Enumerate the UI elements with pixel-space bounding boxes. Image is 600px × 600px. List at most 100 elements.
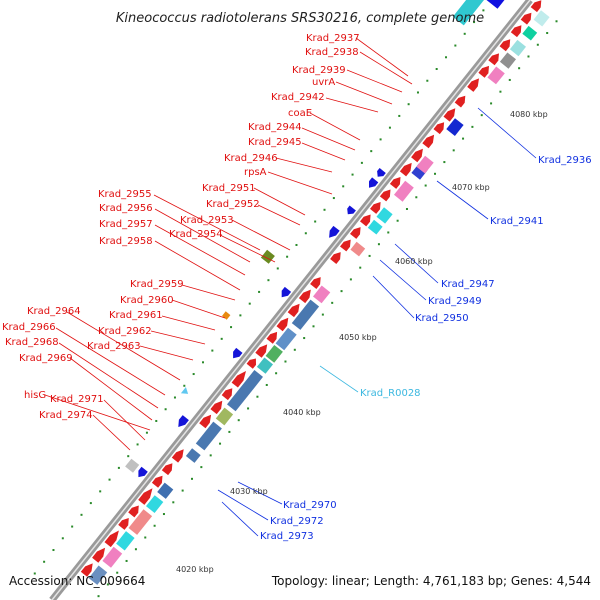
gene-label-forward[interactable]: Krad_2952: [206, 199, 260, 210]
gene-label-forward[interactable]: Krad_2966: [2, 322, 56, 333]
gene-label-forward[interactable]: Krad_2939: [292, 65, 346, 76]
gene-label-forward[interactable]: Krad_2953: [180, 215, 234, 226]
scale-label-4030: 4030 kbp: [230, 487, 268, 496]
reverse-gene-arrow: [377, 168, 386, 177]
scale-tick: [480, 114, 483, 117]
gene-label-forward[interactable]: uvrA: [312, 77, 335, 88]
scale-tick: [200, 466, 203, 469]
leader-line: [217, 489, 269, 521]
leader-line: [355, 37, 409, 77]
gene-label-forward[interactable]: Krad_2963: [87, 341, 141, 352]
forward-gene-arrow: [151, 475, 163, 488]
leader-line: [231, 219, 291, 251]
gene-label-forward[interactable]: Krad_2938: [305, 47, 359, 58]
gene-label-forward[interactable]: Krad_2968: [5, 337, 59, 348]
scale-tick: [275, 372, 278, 375]
gene-label-reverse[interactable]: Krad_2947: [441, 279, 495, 290]
forward-gene-arrow: [340, 239, 351, 252]
gene-domain-box: [522, 25, 538, 41]
gene-label-forward[interactable]: Krad_2961: [109, 310, 163, 321]
gene-label-forward[interactable]: Krad_2937: [306, 33, 360, 44]
forward-gene-arrow: [80, 563, 93, 577]
gene-domain-box: [146, 495, 164, 513]
scale-tick: [202, 361, 205, 364]
scale-tick: [546, 32, 549, 35]
scale-tick: [536, 43, 539, 46]
scale-tick: [134, 548, 137, 551]
gene-label-reverse[interactable]: Krad_2973: [260, 531, 314, 542]
scale-tick: [116, 571, 119, 574]
scale-tick: [164, 408, 167, 411]
forward-gene-arrow: [287, 303, 300, 318]
gene-label-reverse[interactable]: Krad_2972: [270, 516, 324, 527]
scale-tick: [127, 455, 130, 458]
scale-label-4070: 4070 kbp: [452, 183, 490, 192]
forward-gene-arrow: [118, 518, 129, 530]
forward-gene-arrow: [221, 388, 233, 401]
forward-gene-arrow: [399, 162, 412, 177]
gene-label-reverse[interactable]: Krad_2941: [490, 216, 544, 227]
scale-tick: [304, 232, 307, 235]
gene-label-reverse[interactable]: Krad_2970: [283, 500, 337, 511]
gene-label-forward[interactable]: Krad_2964: [27, 306, 81, 317]
rna-marker: [180, 387, 189, 394]
scale-tick: [368, 254, 371, 257]
gene-label-forward[interactable]: Krad_2974: [39, 410, 93, 421]
domain-boxes: [88, 0, 550, 585]
gene-label-forward[interactable]: Krad_2944: [248, 122, 302, 133]
forward-gene-arrow: [370, 202, 381, 214]
scale-tick: [52, 549, 55, 552]
gene-label-forward[interactable]: Krad_2957: [99, 219, 153, 230]
gene-domain-box: [509, 39, 526, 57]
leader-line: [171, 299, 226, 319]
leader-lines: [44, 37, 537, 537]
gene-label-forward[interactable]: Krad_2962: [98, 326, 152, 337]
gene-label-reverse[interactable]: Krad_2936: [538, 155, 592, 166]
gene-domain-box: [376, 207, 393, 224]
scale-tick: [398, 114, 401, 117]
scale-tick: [239, 314, 242, 317]
scale-tick: [527, 55, 530, 58]
scale-tick: [209, 454, 212, 457]
scale-label-4020: 4020 kbp: [176, 565, 214, 574]
scale-tick: [80, 513, 83, 516]
scale-tick: [482, 9, 485, 12]
leader-line: [359, 51, 413, 85]
scale-tick: [349, 278, 352, 281]
gene-domain-box: [125, 458, 140, 473]
gene-label-reverse[interactable]: Krad_2950: [415, 313, 469, 324]
leader-line: [309, 112, 361, 141]
scale-tick: [416, 91, 419, 94]
forward-gene-arrow: [454, 95, 466, 108]
gene-label-forward[interactable]: Krad_2960: [120, 295, 174, 306]
gene-label-forward[interactable]: Krad_2955: [98, 189, 152, 200]
gene-domain-box: [486, 0, 505, 9]
gene-label-forward[interactable]: Krad_2942: [271, 92, 325, 103]
scale-tick: [144, 536, 147, 539]
gene-label-forward[interactable]: Krad_2969: [19, 353, 73, 364]
scale-tick: [388, 126, 391, 129]
forward-gene-arrow: [276, 317, 289, 332]
gene-label-forward[interactable]: Krad_2945: [248, 137, 302, 148]
scale-tick: [424, 184, 427, 187]
gene-domain-box: [416, 155, 434, 174]
gene-domain-box: [227, 370, 263, 412]
gene-label-forward[interactable]: rpsA: [244, 167, 267, 178]
gene-label-forward[interactable]: Krad_2954: [169, 229, 223, 240]
gene-label-forward[interactable]: Krad_2951: [202, 183, 256, 194]
gene-label-forward[interactable]: hisG: [24, 390, 46, 401]
gene-label-forward[interactable]: Krad_2971: [50, 394, 104, 405]
gene-label-forward[interactable]: Krad_2946: [224, 153, 278, 164]
rna-label[interactable]: Krad_R0028: [360, 388, 421, 399]
gene-label-forward[interactable]: Krad_2958: [99, 236, 153, 247]
gene-label-forward[interactable]: Krad_2959: [130, 279, 184, 290]
scale-tick: [106, 583, 109, 586]
leader-line: [69, 357, 153, 421]
forward-gene-arrow: [199, 414, 212, 429]
forward-gene-arrow: [433, 122, 445, 135]
gene-label-forward[interactable]: Krad_2956: [99, 203, 153, 214]
gene-label-reverse[interactable]: Krad_2949: [428, 296, 482, 307]
leader-line: [257, 204, 301, 226]
gene-label-forward[interactable]: coaE: [288, 108, 312, 119]
scale-tick: [518, 67, 521, 70]
